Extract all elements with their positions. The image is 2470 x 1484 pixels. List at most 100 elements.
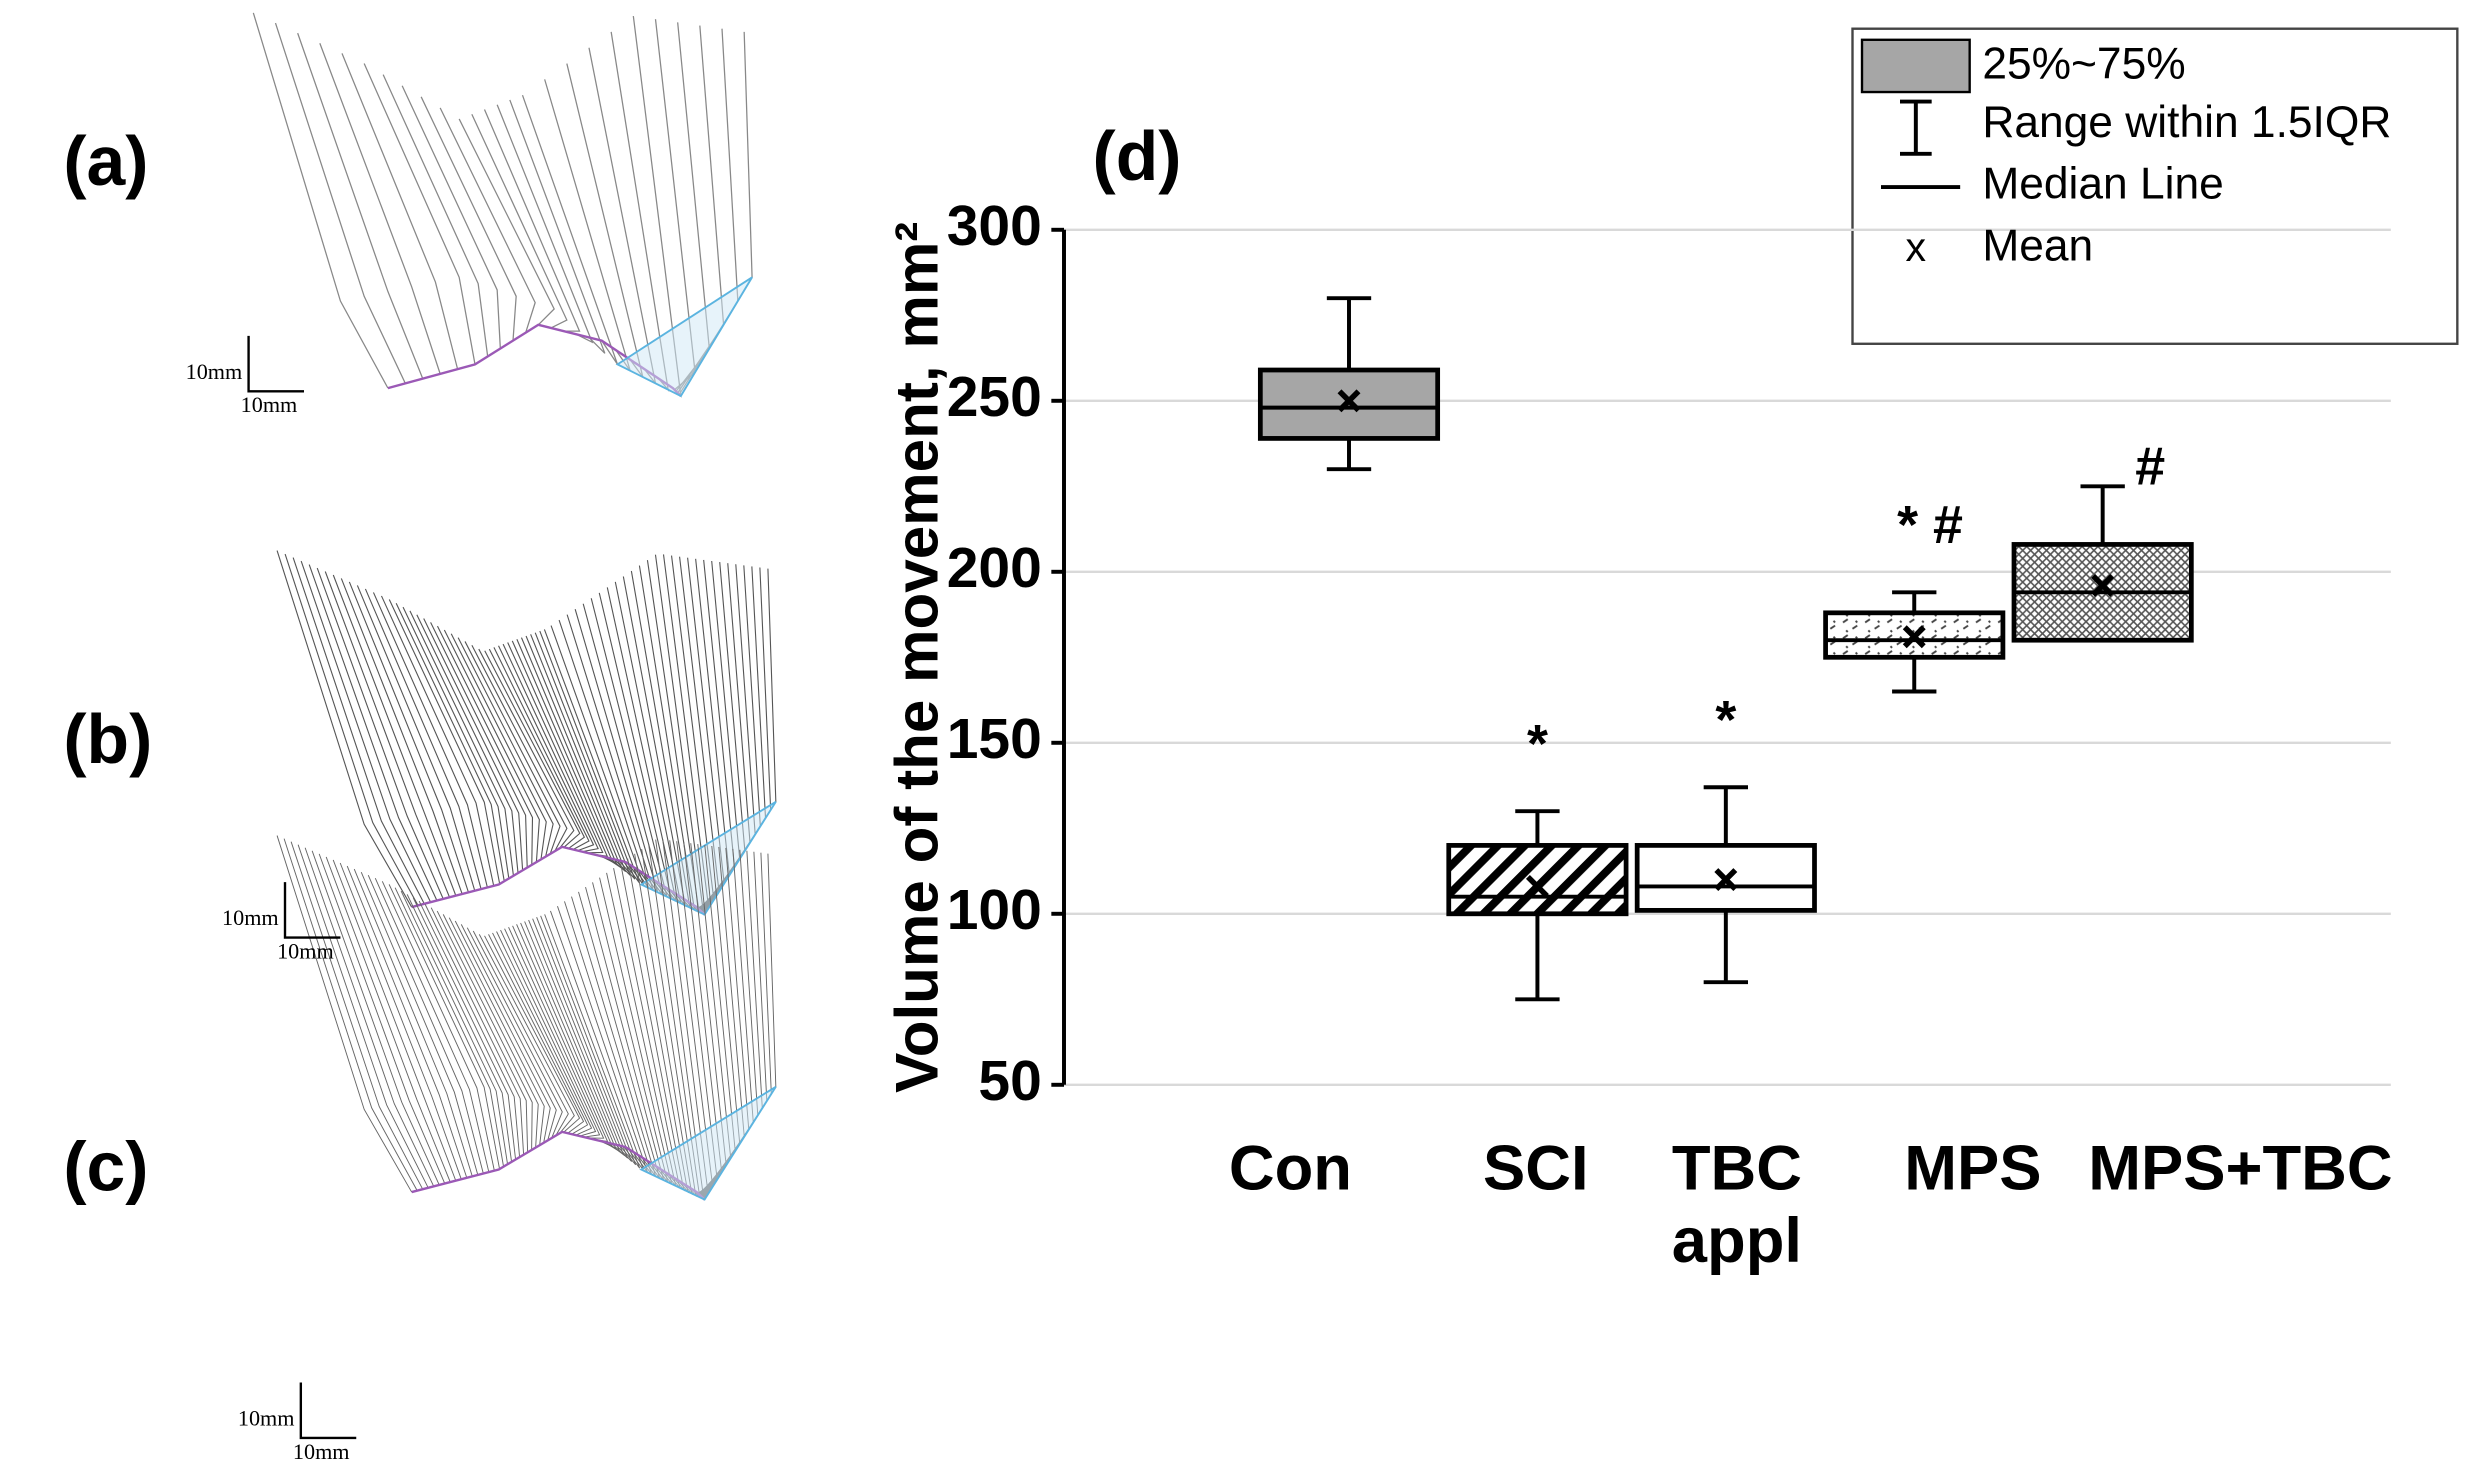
stick bbox=[395, 603, 505, 882]
stick bbox=[464, 641, 561, 855]
stick bbox=[484, 935, 581, 1133]
stick bbox=[332, 859, 457, 1181]
stick bbox=[308, 564, 438, 901]
stick bbox=[500, 929, 597, 1137]
stick bbox=[460, 924, 557, 1141]
stick bbox=[424, 904, 525, 1155]
stick bbox=[484, 650, 581, 848]
stick bbox=[356, 585, 476, 891]
x-tick-holder: MPS+TBC bbox=[2088, 1133, 2393, 1204]
stick bbox=[284, 553, 419, 906]
stick-diagrams bbox=[252, 12, 777, 1201]
stick bbox=[578, 891, 661, 1179]
stick bbox=[483, 109, 581, 332]
stick bbox=[283, 838, 418, 1191]
legend-label: Median Line bbox=[1982, 160, 2224, 209]
box bbox=[1634, 843, 1817, 913]
mean-marker bbox=[1337, 389, 1361, 413]
stick bbox=[423, 618, 524, 871]
stick bbox=[332, 574, 457, 896]
stick bbox=[525, 635, 623, 870]
legend-swatch bbox=[1860, 38, 1971, 94]
stick bbox=[292, 557, 425, 905]
stick bbox=[524, 921, 621, 1153]
stick bbox=[409, 610, 514, 876]
stick bbox=[276, 835, 413, 1193]
stick bbox=[478, 648, 575, 849]
stick bbox=[363, 63, 476, 365]
stick bbox=[416, 614, 519, 874]
mean-marker bbox=[1902, 625, 1926, 649]
legend-symbol: x bbox=[1906, 224, 1927, 270]
stick bbox=[504, 928, 601, 1138]
stick bbox=[592, 882, 669, 1183]
stick bbox=[274, 22, 406, 384]
stick bbox=[436, 625, 534, 865]
stick bbox=[300, 560, 432, 903]
scale-bar bbox=[247, 335, 304, 393]
mean-marker bbox=[1525, 874, 1549, 898]
stick bbox=[488, 648, 586, 849]
stick bbox=[620, 863, 685, 1192]
stick bbox=[418, 900, 521, 1158]
stick bbox=[353, 868, 473, 1177]
stick bbox=[471, 113, 568, 329]
x-tick-holder: SCI bbox=[1483, 1134, 1589, 1204]
stick bbox=[406, 894, 513, 1162]
stick bbox=[496, 931, 593, 1136]
stick bbox=[536, 917, 633, 1162]
scale-bar bbox=[283, 882, 341, 939]
stick bbox=[341, 53, 459, 370]
box bbox=[1446, 843, 1629, 917]
scale-label: 10mm bbox=[241, 392, 298, 417]
stick bbox=[325, 856, 451, 1183]
stick bbox=[319, 43, 441, 375]
x-tick-label: MPS+TBC bbox=[2088, 1133, 2393, 1204]
stick bbox=[511, 640, 609, 857]
stick bbox=[478, 934, 575, 1134]
x-tick-label: Con bbox=[1228, 1133, 1352, 1204]
stick bbox=[348, 581, 469, 893]
legend-label: Range within 1.5IQR bbox=[1982, 98, 2391, 147]
stick bbox=[297, 844, 429, 1188]
stick bbox=[304, 847, 435, 1187]
legend-label: 25%~75% bbox=[1982, 39, 2185, 88]
stick bbox=[311, 850, 440, 1186]
y-tick-label: 100 bbox=[947, 878, 1042, 942]
stick bbox=[450, 633, 547, 860]
stick bbox=[316, 567, 444, 900]
stick bbox=[544, 79, 631, 372]
y-tick-label: 50 bbox=[978, 1049, 1041, 1113]
stick bbox=[439, 107, 536, 333]
stick bbox=[457, 637, 554, 857]
stick bbox=[412, 897, 517, 1160]
stick bbox=[420, 96, 517, 341]
y-tick-label: 200 bbox=[947, 536, 1042, 600]
x-tick-label: TBC appl bbox=[1671, 1133, 1803, 1277]
x-tick-holder: Con bbox=[1228, 1133, 1352, 1204]
stick bbox=[388, 884, 501, 1170]
stick bbox=[364, 588, 482, 890]
stick bbox=[509, 99, 606, 354]
scale-label: 10mm bbox=[186, 359, 243, 384]
stick bbox=[532, 918, 629, 1159]
stick bbox=[472, 930, 569, 1136]
annotation: * bbox=[1527, 714, 1548, 774]
stick bbox=[539, 630, 636, 880]
stick bbox=[530, 634, 627, 872]
stick bbox=[400, 890, 509, 1165]
stick bbox=[324, 571, 451, 898]
stick bbox=[372, 592, 488, 888]
stick bbox=[448, 917, 545, 1146]
scale-bar bbox=[299, 1382, 357, 1440]
stick bbox=[493, 647, 590, 850]
panel-label: (b) bbox=[63, 700, 152, 778]
stick bbox=[290, 841, 424, 1190]
annotation: * bbox=[1715, 690, 1736, 750]
stick bbox=[318, 853, 446, 1184]
stick bbox=[382, 74, 489, 357]
stick bbox=[360, 871, 479, 1176]
stick bbox=[622, 576, 687, 908]
stick bbox=[454, 920, 551, 1143]
